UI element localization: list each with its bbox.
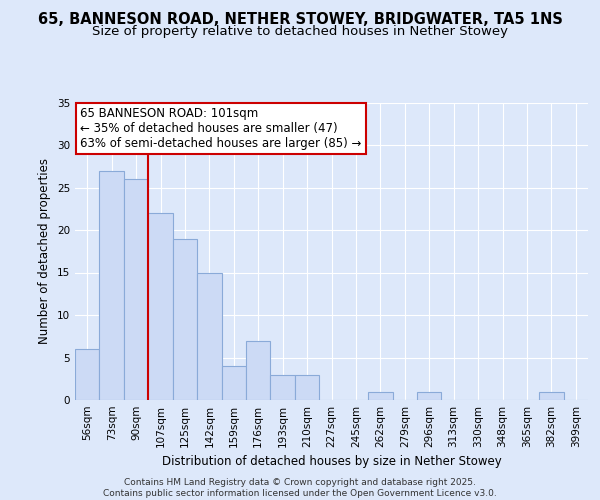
Bar: [368, 392, 392, 400]
Y-axis label: Number of detached properties: Number of detached properties: [38, 158, 52, 344]
Bar: [148, 213, 173, 400]
Text: 65 BANNESON ROAD: 101sqm
← 35% of detached houses are smaller (47)
63% of semi-d: 65 BANNESON ROAD: 101sqm ← 35% of detach…: [80, 107, 362, 150]
Bar: [124, 179, 148, 400]
X-axis label: Distribution of detached houses by size in Nether Stowey: Distribution of detached houses by size …: [161, 456, 502, 468]
Bar: [173, 238, 197, 400]
Text: Contains HM Land Registry data © Crown copyright and database right 2025.
Contai: Contains HM Land Registry data © Crown c…: [103, 478, 497, 498]
Bar: [75, 349, 100, 400]
Bar: [417, 392, 442, 400]
Bar: [246, 340, 271, 400]
Text: 65, BANNESON ROAD, NETHER STOWEY, BRIDGWATER, TA5 1NS: 65, BANNESON ROAD, NETHER STOWEY, BRIDGW…: [38, 12, 562, 28]
Bar: [100, 170, 124, 400]
Bar: [221, 366, 246, 400]
Bar: [197, 272, 221, 400]
Bar: [295, 374, 319, 400]
Bar: [539, 392, 563, 400]
Bar: [271, 374, 295, 400]
Text: Size of property relative to detached houses in Nether Stowey: Size of property relative to detached ho…: [92, 25, 508, 38]
